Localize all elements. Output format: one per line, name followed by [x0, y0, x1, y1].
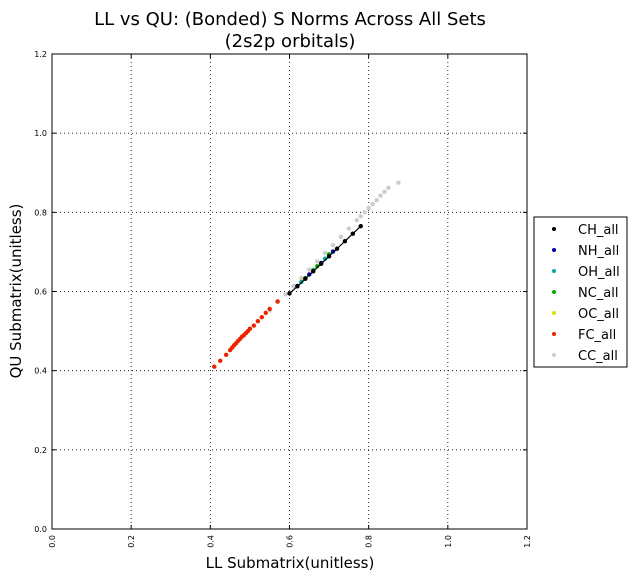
data-point-cc-all	[299, 275, 304, 281]
y-tick-label: 0.2	[34, 446, 47, 455]
legend-marker	[552, 311, 556, 315]
data-point-cc-all	[396, 180, 401, 185]
legend-label: CH_all	[578, 223, 619, 238]
legend-marker	[552, 290, 556, 294]
legend-label: OC_all	[578, 307, 619, 322]
data-point-fc-all	[223, 352, 229, 358]
data-point-cc-all	[330, 242, 336, 248]
data-point-fc-all	[218, 358, 223, 363]
legend-marker	[552, 269, 556, 273]
y-tick-label: 0.0	[34, 525, 47, 534]
data-point-cc-all	[307, 267, 312, 272]
x-tick-label: 0.2	[127, 535, 136, 548]
data-point-fc-all	[263, 310, 268, 316]
x-tick-label: 1.2	[523, 535, 532, 548]
data-point-cc-all	[382, 189, 387, 194]
x-tick-label: 0.6	[286, 535, 295, 548]
legend: CH_all NH_all OH_all NC_all OC_all FC_all CC_a…	[533, 216, 628, 368]
data-point-fc-all	[212, 364, 217, 369]
data-point-cc-all	[346, 226, 352, 231]
y-tick-label: 0.6	[34, 288, 47, 297]
data-point-cc-all	[366, 205, 371, 211]
data-point-fc-all	[255, 318, 261, 324]
data-point-cc-all	[378, 193, 383, 198]
y-tick-label: 0.8	[34, 208, 47, 217]
legend-marker	[552, 227, 556, 231]
data-point-cc-all	[338, 234, 344, 240]
legend-label: CC_all	[578, 349, 618, 364]
axis-ticks: 0.0 0.2 0.4 0.6 0.8 1.0 1.2 0.0 0.2 0.4 0.6 0.8 1.0 1…	[34, 50, 532, 548]
legend-marker	[552, 332, 556, 336]
data-point-nh-all	[330, 249, 336, 254]
x-tick-label: 0.4	[206, 535, 215, 548]
legend-label: FC_all	[578, 328, 616, 343]
data-point-cc-all	[291, 283, 296, 289]
x-axis-label: LL Submatrix(unitless)	[206, 554, 375, 572]
data-point-fc-all	[247, 326, 253, 331]
legend-marker	[552, 248, 556, 252]
legend-marker	[552, 353, 556, 357]
x-tick-label: 0.8	[365, 535, 374, 548]
data-point-cc-all	[322, 250, 328, 256]
data-point-cc-all	[370, 201, 375, 207]
data-point-cc-all	[386, 185, 391, 190]
legend-label: NH_all	[578, 244, 619, 259]
y-tick-label: 1.2	[34, 50, 47, 59]
chart-title-line-2: (2s2p orbitals)	[225, 31, 356, 52]
chart-title-line-1: LL vs QU: (Bonded) S Norms Across All Se…	[94, 9, 486, 30]
data-point-cc-all	[374, 197, 379, 203]
legend-label: OH_all	[578, 265, 620, 280]
y-tick-label: 0.4	[34, 367, 47, 376]
data-point-fc-all	[275, 299, 280, 304]
data-point-cc-all	[362, 210, 367, 215]
data-point-cc-all	[283, 292, 288, 297]
data-point-fc-all	[267, 306, 272, 312]
data-point-fc-all	[251, 323, 257, 328]
data-points	[212, 180, 401, 369]
y-tick-label: 1.0	[34, 129, 47, 138]
data-point-cc-all	[315, 259, 320, 264]
legend-box	[533, 216, 628, 368]
y-axis-label: QU Submatrix(unitless)	[7, 204, 25, 379]
x-tick-label: 0.0	[48, 535, 57, 548]
data-point-cc-all	[358, 214, 363, 219]
legend-label: NC_all	[578, 286, 619, 301]
x-tick-label: 1.0	[444, 535, 453, 548]
data-point-cc-all	[354, 218, 359, 223]
series-trail-ch-all	[289, 225, 362, 294]
data-point-fc-all	[259, 315, 264, 320]
